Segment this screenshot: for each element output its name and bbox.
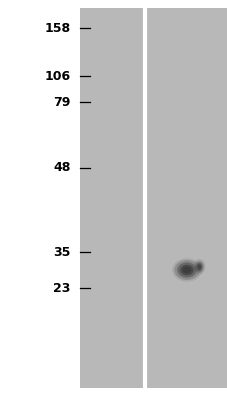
Ellipse shape: [171, 258, 201, 282]
Ellipse shape: [182, 267, 190, 273]
Text: 48: 48: [53, 162, 70, 174]
Bar: [79, 8, 227, 388]
Ellipse shape: [194, 261, 203, 273]
Text: 35: 35: [53, 246, 70, 258]
Ellipse shape: [174, 260, 199, 280]
Ellipse shape: [195, 263, 202, 271]
Text: 106: 106: [44, 70, 70, 82]
Ellipse shape: [180, 265, 193, 275]
Text: 23: 23: [53, 282, 70, 294]
Text: 79: 79: [53, 96, 70, 108]
Ellipse shape: [193, 259, 205, 275]
Text: 158: 158: [44, 22, 70, 34]
Ellipse shape: [177, 262, 196, 278]
Ellipse shape: [197, 264, 200, 269]
